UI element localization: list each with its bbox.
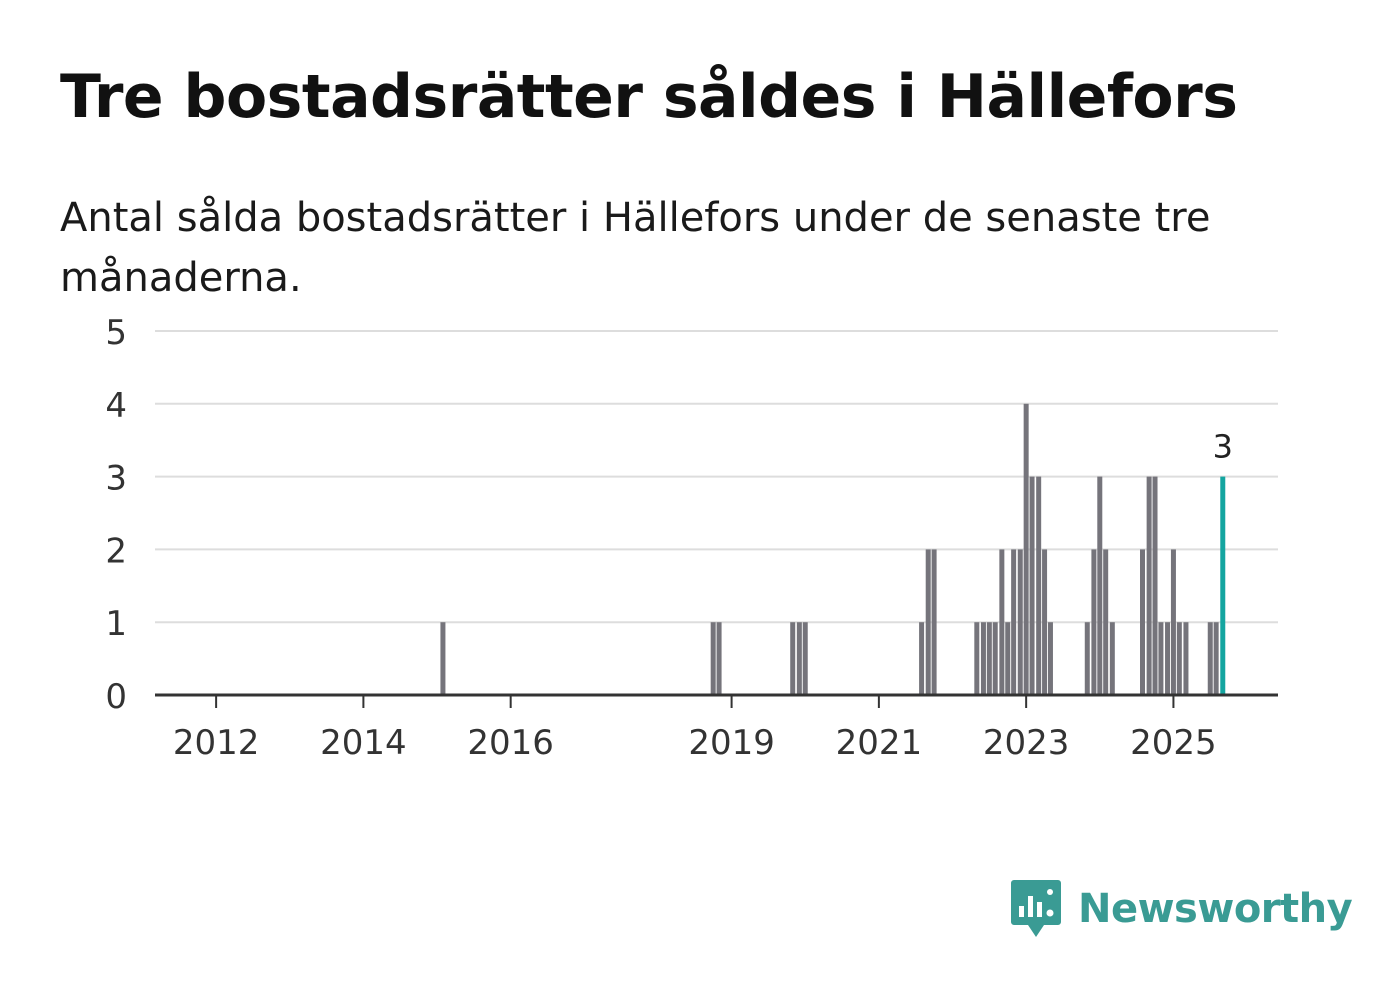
- bar: [1158, 622, 1164, 695]
- bar-highlight: [1220, 476, 1226, 695]
- bar: [796, 622, 802, 695]
- bar: [999, 549, 1005, 695]
- bar: [931, 549, 937, 695]
- chart-subtitle: Antal sålda bostadsrätter i Hällefors un…: [60, 195, 1211, 301]
- bar: [1005, 622, 1011, 695]
- bar: [1103, 549, 1109, 695]
- bar: [919, 622, 925, 695]
- gridlines: [155, 330, 1278, 624]
- bar: [1207, 622, 1213, 695]
- bar-annotation: 3: [1213, 428, 1233, 466]
- bar: [1036, 476, 1042, 695]
- bar: [1011, 549, 1017, 695]
- brand[interactable]: Newsworthy: [1010, 878, 1353, 940]
- bar: [974, 622, 980, 695]
- bar: [1152, 476, 1158, 695]
- x-tick-label: 2014: [320, 723, 407, 763]
- bar: [1183, 622, 1189, 695]
- bar: [1176, 622, 1182, 695]
- bar: [986, 622, 992, 695]
- y-tick-label: 3: [105, 459, 127, 499]
- x-tick-label: 2019: [688, 723, 775, 763]
- bar: [1165, 622, 1171, 695]
- bar: [1146, 476, 1152, 695]
- brand-name: Newsworthy: [1078, 886, 1353, 932]
- y-tick-label: 0: [105, 677, 127, 717]
- bar: [1140, 549, 1146, 695]
- x-tick-label: 2025: [1130, 723, 1217, 763]
- y-tick-label: 1: [105, 604, 127, 644]
- y-tick-label: 4: [105, 386, 127, 426]
- y-tick-label: 2: [105, 531, 127, 571]
- x-tick-label: 2012: [173, 723, 260, 763]
- bar: [992, 622, 998, 695]
- bar: [1042, 549, 1048, 695]
- bar: [1091, 549, 1097, 695]
- bar: [790, 622, 796, 695]
- bar: [925, 549, 931, 695]
- x-tick-label: 2023: [983, 723, 1070, 763]
- newsworthy-logo-icon: [1011, 880, 1061, 937]
- bar: [980, 622, 986, 695]
- bar: [1170, 549, 1176, 695]
- bar: [440, 622, 446, 695]
- x-tick-label: 2021: [836, 723, 923, 763]
- bar: [710, 622, 716, 695]
- chart-title: Tre bostadsrätter såldes i Hällefors: [60, 62, 1238, 132]
- bars: [440, 403, 1226, 695]
- bar: [1213, 622, 1219, 695]
- bar: [1109, 622, 1115, 695]
- y-tick-label: 5: [105, 313, 127, 353]
- bar: [1047, 622, 1053, 695]
- bar-chart: 0 1 2 3 4 5 3 2012 2014 2016 2019 2021 2023 2025: [105, 313, 1278, 763]
- x-tick-label: 2016: [467, 723, 554, 763]
- bar: [1017, 549, 1023, 695]
- bar: [1084, 622, 1090, 695]
- bar: [1097, 476, 1103, 695]
- bar: [716, 622, 722, 695]
- bar: [1023, 403, 1029, 695]
- bar: [1029, 476, 1035, 695]
- axes: 0 1 2 3 4 5 3 2012 2014 2016 2019 2021 2023 2025: [105, 313, 1278, 763]
- bar: [802, 622, 808, 695]
